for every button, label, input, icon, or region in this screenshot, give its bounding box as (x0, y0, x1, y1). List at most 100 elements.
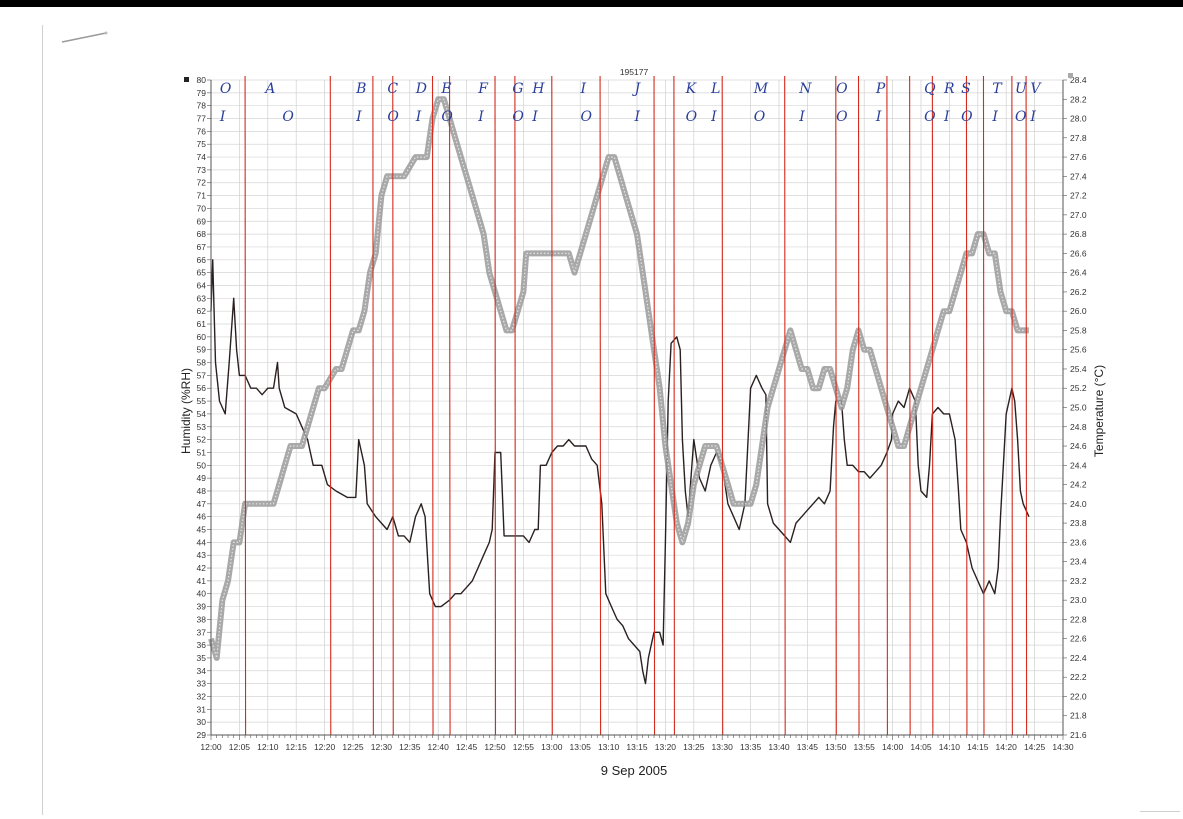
y-tick-label: 43 (197, 550, 207, 560)
event-marker-line (431, 75, 434, 736)
annotation-state: O (924, 109, 936, 125)
event-marker-line (1025, 75, 1028, 736)
y2-tick-label: 27.6 (1070, 152, 1087, 162)
y2-tick-label: 26.6 (1070, 248, 1087, 258)
y-tick-label: 42 (197, 563, 207, 573)
event-marker-line (392, 75, 394, 736)
y2-tick-label: 28.2 (1070, 94, 1087, 104)
event-marker-line (835, 75, 837, 736)
x-tick-label: 13:20 (655, 742, 677, 752)
x-tick-label: 12:55 (513, 742, 535, 752)
y-tick-label: 37 (197, 627, 207, 637)
y-tick-label: 34 (197, 666, 207, 676)
y-tick-label: 38 (197, 614, 207, 624)
y2-tick-label: 23.6 (1070, 537, 1087, 547)
annotation-state: I (1029, 109, 1036, 125)
y-tick-label: 56 (197, 383, 207, 393)
x-tick-label: 12:15 (286, 742, 308, 752)
y2-tick-label: 22.4 (1070, 653, 1087, 663)
y-tick-label: 80 (197, 75, 207, 85)
y-tick-label: 35 (197, 653, 207, 663)
annotation-state: I (875, 109, 882, 125)
event-marker-line (653, 75, 656, 736)
x-tick-label: 13:55 (854, 742, 876, 752)
annotation-state: I (633, 109, 640, 125)
annotation-state: O (1015, 109, 1027, 125)
y2-tick-label: 23.4 (1070, 557, 1087, 567)
annotation-letter: T (992, 81, 1003, 97)
y2-tick-label: 26.4 (1070, 268, 1087, 278)
annotation-letter: M (753, 81, 769, 97)
y-tick-label: 51 (197, 447, 207, 457)
y2-tick-label: 26.8 (1070, 229, 1087, 239)
annotation-state: O (282, 109, 294, 125)
handwritten-annotation-layer: O A B C D E F G H I J K L M N O P Q R S T U VI O I O I O I O I O I O I O I O I… (219, 81, 1043, 125)
y2-tick-label: 24.6 (1070, 441, 1087, 451)
y2-tick-label: 23.0 (1070, 595, 1087, 605)
x-tick-label: 12:45 (456, 742, 478, 752)
event-marker-line (514, 75, 516, 736)
x-tick-label: 13:45 (797, 742, 819, 752)
y-tick-label: 31 (197, 704, 207, 714)
y2-tick-label: 25.6 (1070, 345, 1087, 355)
annotation-state: O (686, 109, 698, 125)
event-marker-line (673, 75, 675, 736)
y2-tick-label: 25.4 (1070, 364, 1087, 374)
y-tick-label: 55 (197, 396, 207, 406)
y-tick-label: 77 (197, 114, 207, 124)
x-tick-label: 12:05 (229, 742, 251, 752)
y-tick-label: 75 (197, 139, 207, 149)
humidity-series-line (210, 259, 1030, 685)
x-tick-label: 14:00 (882, 742, 904, 752)
event-marker-line (1011, 75, 1013, 736)
y-tick-label: 64 (197, 280, 207, 290)
annotation-state: I (710, 109, 717, 125)
y-tick-label: 47 (197, 499, 207, 509)
event-marker-line (494, 75, 497, 736)
y-tick-label: 76 (197, 126, 207, 136)
annotation-letter: A (263, 81, 275, 97)
y-tick-label: 49 (197, 473, 207, 483)
scan-edge-left (42, 25, 43, 815)
y2-tick-label: 26.0 (1070, 306, 1087, 316)
y-tick-label: 40 (197, 589, 207, 599)
annotation-state: I (991, 109, 998, 125)
x-tick-label: 13:50 (825, 742, 847, 752)
x-tick-label: 13:00 (541, 742, 563, 752)
y-tick-label: 32 (197, 691, 207, 701)
y-tick-label: 67 (197, 242, 207, 252)
y2-tick-label: 26.2 (1070, 287, 1087, 297)
annotation-state: I (415, 109, 422, 125)
y2-tick-label: 24.4 (1070, 460, 1087, 470)
y-tick-label: 72 (197, 178, 207, 188)
event-marker-line (784, 75, 786, 736)
event-marker-line (449, 75, 451, 736)
annotation-state: O (512, 109, 524, 125)
y-tick-label: 46 (197, 512, 207, 522)
annotation-letter: N (798, 81, 812, 97)
y2-tick-label: 22.6 (1070, 634, 1087, 644)
chart-grid (210, 79, 1064, 736)
annotation-letter: G (512, 81, 523, 97)
annotation-state: I (531, 109, 538, 125)
y-tick-label: 60 (197, 332, 207, 342)
y-tick-label: 39 (197, 602, 207, 612)
y2-tick-label: 23.8 (1070, 518, 1087, 528)
event-marker-line (599, 75, 602, 736)
x-tick-label: 12:25 (342, 742, 364, 752)
y-tick-label: 66 (197, 255, 207, 265)
annotation-state: O (961, 109, 973, 125)
x-tick-label: 14:25 (1024, 742, 1046, 752)
top-right-marker (1068, 73, 1073, 78)
event-marker-line (244, 75, 247, 736)
y2-tick-label: 27.4 (1070, 171, 1087, 181)
annotation-state: O (754, 109, 766, 125)
y-tick-label: 59 (197, 345, 207, 355)
x-tick-label: 13:05 (570, 742, 592, 752)
x-tick-label: 13:10 (598, 742, 620, 752)
event-marker-line (372, 75, 374, 736)
y2-tick-label: 27.2 (1070, 191, 1087, 201)
y-tick-label: 58 (197, 358, 207, 368)
event-marker-line (982, 75, 985, 736)
annotation-letter: B (355, 81, 366, 97)
